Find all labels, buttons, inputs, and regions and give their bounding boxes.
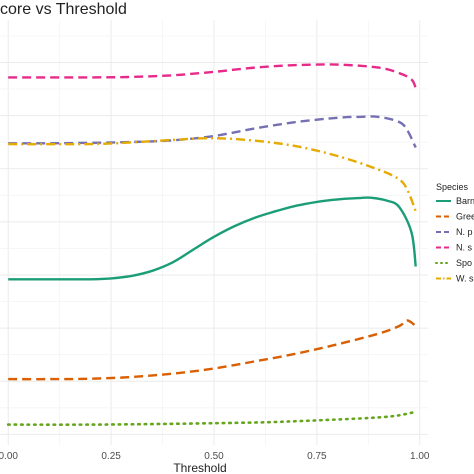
series-line	[6, 410, 417, 426]
legend-title: Species	[436, 182, 469, 192]
legend-label: N. s	[456, 243, 473, 253]
x-axis-title: Threshold	[173, 461, 226, 474]
series-lines	[6, 63, 417, 426]
legend-label: W. s	[456, 274, 474, 284]
grid	[0, 20, 428, 445]
chart-title: score vs Threshold	[0, 1, 127, 18]
legend: Species Barn Gree N. p N. s Spo W. s	[435, 182, 474, 284]
series-line	[8, 136, 417, 212]
series-line	[8, 319, 417, 381]
x-tick-label: 0.75	[307, 451, 327, 462]
series-line	[8, 63, 417, 89]
x-tick-labels: 0.00 0.25 0.50 0.75 1.00	[0, 451, 430, 462]
legend-label: N. p	[456, 227, 473, 237]
legend-label: Barn	[456, 196, 474, 206]
x-tick-label: 0.25	[101, 451, 121, 462]
x-tick-label: 1.00	[410, 451, 430, 462]
legend-label: Spo	[456, 258, 472, 268]
x-tick-label: 0.00	[0, 451, 18, 462]
series-line	[8, 196, 417, 281]
legend-label: Gree	[456, 212, 474, 222]
series-line	[8, 115, 417, 149]
x-tick-label: 0.50	[204, 451, 224, 462]
